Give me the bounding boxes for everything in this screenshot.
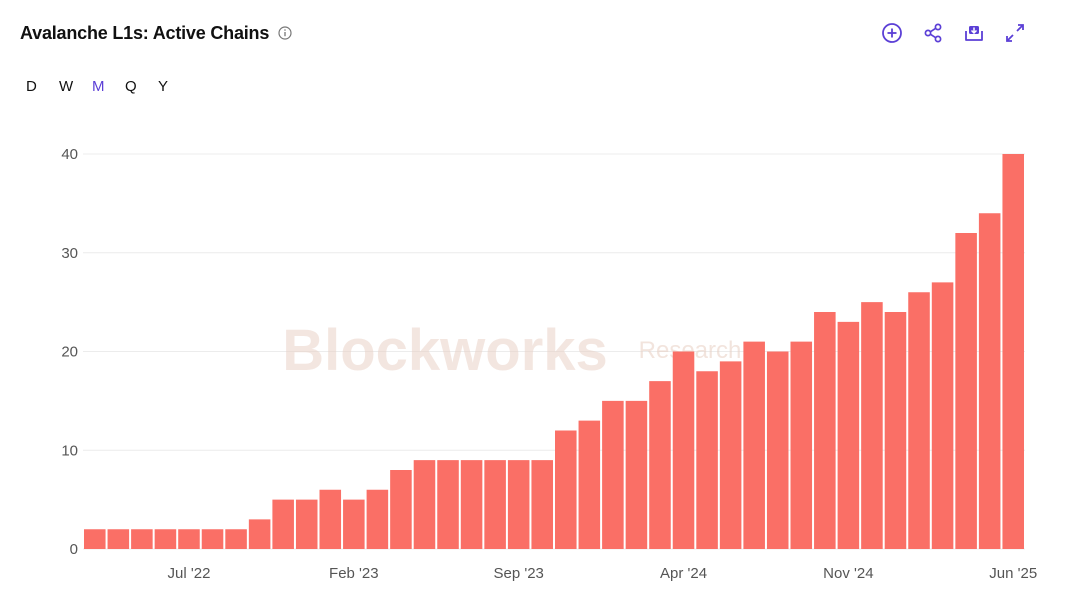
expand-button[interactable] (1002, 20, 1028, 46)
chart-header: Avalanche L1s: Active Chains (20, 18, 1050, 48)
add-button[interactable] (879, 20, 905, 46)
period-selector: D W M Q Y (26, 78, 191, 95)
bar (84, 529, 106, 549)
bar (649, 381, 671, 549)
bar (884, 312, 907, 549)
bar (861, 302, 883, 549)
y-tick-label: 0 (70, 541, 78, 558)
download-icon (965, 26, 983, 41)
bar (696, 371, 718, 549)
plus-circle-icon (882, 23, 902, 43)
bar (225, 529, 247, 549)
x-tick-label: Jun '25 (989, 565, 1037, 582)
bar (366, 489, 389, 549)
bar (743, 341, 765, 549)
bar (460, 460, 483, 549)
chart-title: Avalanche L1s: Active Chains (20, 22, 270, 43)
x-tick-label: Jul '22 (168, 565, 211, 582)
bar (437, 460, 459, 549)
bar (248, 519, 271, 549)
bar (319, 489, 342, 549)
x-tick-label: Nov '24 (823, 565, 873, 582)
expand-icon (1006, 24, 1024, 42)
bar (154, 529, 177, 549)
period-q[interactable]: Q (125, 78, 137, 95)
bar (484, 460, 506, 549)
period-d[interactable]: D (26, 78, 37, 95)
bar (602, 400, 624, 549)
info-circle-icon[interactable] (278, 26, 292, 40)
x-tick-label: Feb '23 (329, 565, 379, 582)
bar (178, 529, 200, 549)
bar (295, 499, 318, 549)
y-tick-label: 10 (61, 442, 78, 459)
bar (814, 312, 836, 549)
period-w[interactable]: W (59, 78, 74, 95)
share-icon (924, 23, 942, 43)
period-m[interactable]: M (92, 78, 105, 95)
download-button[interactable] (961, 20, 987, 46)
bar (625, 400, 648, 549)
bar (672, 351, 695, 549)
bar (978, 213, 1001, 549)
bar (413, 460, 436, 549)
bar (955, 233, 977, 549)
x-tick-label: Sep '23 (493, 565, 543, 582)
y-tick-label: 30 (61, 245, 78, 262)
bar (908, 292, 930, 549)
bar (390, 470, 412, 549)
share-button[interactable] (920, 20, 946, 46)
bar (1002, 154, 1024, 549)
bar (131, 529, 153, 549)
x-tick-label: Apr '24 (660, 565, 707, 582)
bar (719, 361, 742, 549)
y-tick-label: 20 (61, 344, 78, 361)
bar (507, 460, 530, 549)
watermark-brand: Blockworks (282, 318, 608, 383)
bar (343, 499, 365, 549)
period-y[interactable]: Y (158, 78, 169, 95)
bar (578, 420, 601, 549)
chart-toolbar (879, 18, 1028, 48)
bar (790, 341, 813, 549)
bar (201, 529, 224, 549)
bar (272, 499, 294, 549)
bar (531, 460, 553, 549)
y-tick-label: 40 (61, 146, 78, 163)
bar (766, 351, 789, 549)
bar (555, 430, 577, 549)
bar (107, 529, 130, 549)
bar (931, 282, 954, 549)
bar (837, 321, 860, 549)
